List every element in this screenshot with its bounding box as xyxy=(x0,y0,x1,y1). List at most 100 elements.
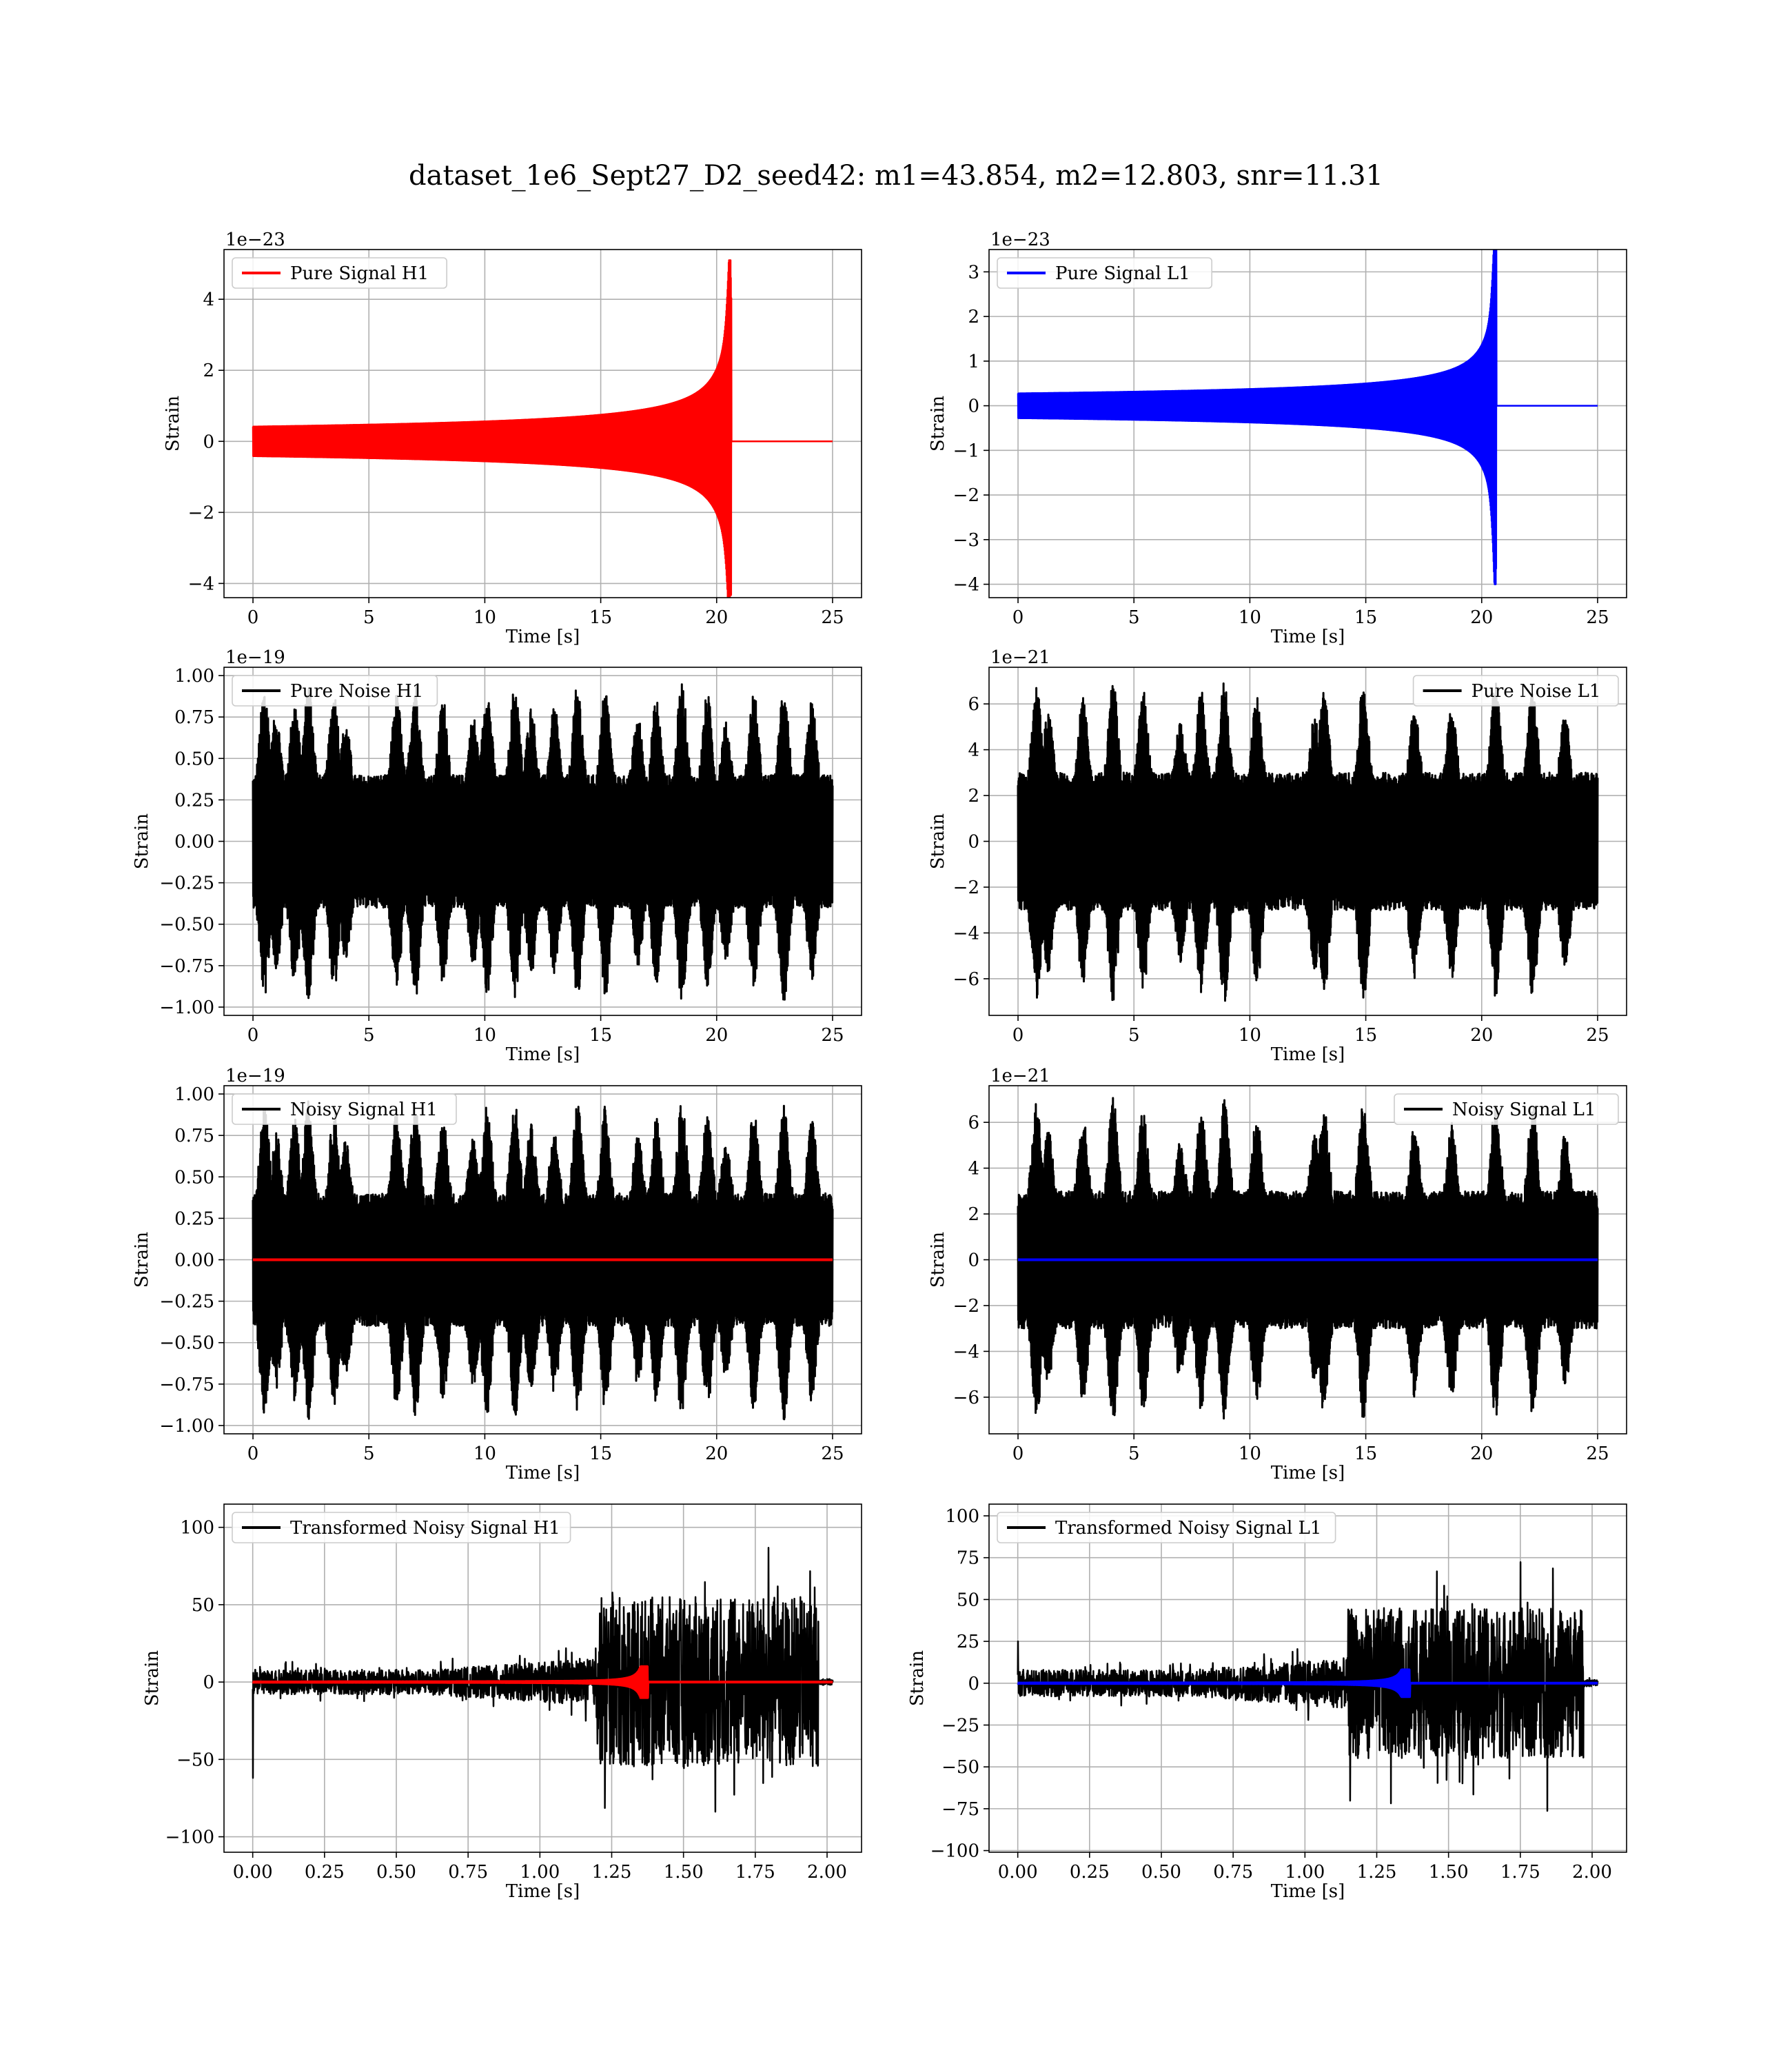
series-line-pure-signal-l1 xyxy=(1017,250,1598,585)
legend: Noisy Signal H1 xyxy=(232,1093,457,1125)
x-tick-label: 25 xyxy=(821,607,844,628)
y-tick-label: −3 xyxy=(953,530,979,551)
series-line-pure-signal-h1 xyxy=(252,259,833,598)
x-tick-label: 1.75 xyxy=(1500,1862,1540,1883)
y-tick-label: 6 xyxy=(968,1113,979,1133)
legend-entry: Pure Noise H1 xyxy=(290,681,423,702)
y-axis-label: Strain xyxy=(163,396,183,452)
x-tick-label: 1.00 xyxy=(520,1862,560,1883)
x-axis-label: Time [s] xyxy=(1271,627,1345,647)
y-tick-label: 0 xyxy=(968,396,979,417)
series-line-noisy-signal-h1 xyxy=(252,1100,834,1421)
x-tick-label: 20 xyxy=(1470,1443,1493,1464)
x-tick-label: 15 xyxy=(1354,1443,1377,1464)
panel-transformed-noisy-signal-l1: 0.00 0.25 0.50 0.75 1.00 1.25 1.50 1.75 2.00 −100… xyxy=(907,1503,1627,1902)
y-tick-label: −4 xyxy=(953,1341,979,1362)
y-tick-label: 0.00 xyxy=(174,832,214,853)
y-tick-label: 0.25 xyxy=(174,1208,214,1229)
panel-transformed-noisy-signal-h1: 0.00 0.25 0.50 0.75 1.00 1.25 1.50 1.75 2.00 −100… xyxy=(142,1503,862,1902)
y-tick-label: −2 xyxy=(953,878,979,898)
panel-noisy-signal-h1: 0 5 10 15 20 25 −1.00 −0.75 −0.50 −0.25 0.00 0.25 0.… xyxy=(132,1066,862,1483)
x-tick-label: 2.00 xyxy=(807,1862,847,1883)
x-tick-label: 0.75 xyxy=(448,1862,488,1883)
x-tick-label: 1.00 xyxy=(1285,1862,1325,1883)
y-tick-label: 25 xyxy=(957,1632,979,1652)
x-tick-label: 5 xyxy=(363,1443,375,1464)
legend: Pure Noise L1 xyxy=(1412,675,1619,707)
series-line-transformed-noisy-signal-h1 xyxy=(252,1547,834,1813)
y-tick-label: 100 xyxy=(945,1506,979,1527)
y-tick-label: 0.50 xyxy=(174,1167,214,1188)
x-tick-label: 20 xyxy=(1470,607,1493,628)
series-group xyxy=(1017,1561,1599,1812)
legend-box xyxy=(232,1093,457,1125)
x-tick-label: 5 xyxy=(363,1025,375,1046)
x-tick-label: 15 xyxy=(1354,1025,1377,1046)
offset-label: 1e−23 xyxy=(225,230,285,250)
y-tick-label: −2 xyxy=(953,485,979,506)
legend: Pure Signal L1 xyxy=(997,257,1213,289)
x-tick-label: 1.50 xyxy=(664,1862,704,1883)
series-group xyxy=(252,259,833,598)
y-axis-label: Strain xyxy=(928,396,948,452)
x-axis-label: Time [s] xyxy=(506,1044,580,1065)
legend: Pure Signal H1 xyxy=(232,257,448,289)
x-tick-label: 0.00 xyxy=(998,1862,1038,1883)
x-axis-label: Time [s] xyxy=(506,1463,580,1483)
y-axis-label: Strain xyxy=(132,813,152,870)
x-tick-label: 0 xyxy=(247,1025,259,1046)
x-tick-label: 10 xyxy=(474,607,496,628)
x-tick-label: 0 xyxy=(247,1443,259,1464)
y-tick-label: 4 xyxy=(203,290,214,310)
x-tick-label: 1.25 xyxy=(592,1862,632,1883)
y-tick-label: −0.50 xyxy=(159,915,214,935)
x-tick-label: 25 xyxy=(821,1443,844,1464)
legend: Pure Noise H1 xyxy=(232,675,438,707)
y-tick-label: 2 xyxy=(968,307,979,327)
offset-label: 1e−21 xyxy=(990,647,1050,668)
y-tick-label: −100 xyxy=(930,1841,979,1862)
y-tick-label: 0.25 xyxy=(174,790,214,811)
x-tick-label: 25 xyxy=(1586,1443,1609,1464)
y-tick-label: −50 xyxy=(176,1750,214,1770)
x-tick-label: 0.25 xyxy=(305,1862,345,1883)
y-tick-label: 1.00 xyxy=(174,666,214,687)
legend-entry: Pure Signal L1 xyxy=(1055,263,1190,284)
y-tick-label: 1.00 xyxy=(174,1084,214,1105)
x-tick-label: 0 xyxy=(1012,1025,1024,1046)
legend-entry: Transformed Noisy Signal L1 xyxy=(1055,1518,1321,1539)
series-line-pure-noise-h1 xyxy=(252,683,834,1001)
x-tick-label: 20 xyxy=(705,607,728,628)
panel-pure-signal-h1: 0 5 10 15 20 25 −4 −2 0 2 4 Time [s] Strain 1e−23Pure… xyxy=(163,230,862,647)
x-tick-label: 10 xyxy=(1239,607,1261,628)
series-line-noisy-signal-l1 xyxy=(1017,1097,1599,1420)
panel-noisy-signal-l1: 0 5 10 15 20 25 −6 −4 −2 0 2 4 6 Time [s] Strain 1e−21 N… xyxy=(928,1066,1627,1483)
x-tick-label: 0.00 xyxy=(233,1862,273,1883)
y-tick-label: 2 xyxy=(968,1204,979,1225)
y-tick-label: 0 xyxy=(968,1674,979,1694)
offset-label: 1e−19 xyxy=(225,1066,285,1086)
offset-label: 1e−19 xyxy=(225,647,285,668)
legend-entry: Transformed Noisy Signal H1 xyxy=(290,1518,560,1539)
x-tick-label: 20 xyxy=(705,1443,728,1464)
y-tick-label: −1 xyxy=(953,440,979,461)
y-tick-label: −50 xyxy=(941,1757,979,1778)
x-tick-label: 0 xyxy=(1012,607,1024,628)
legend-entry: Pure Noise L1 xyxy=(1472,681,1601,702)
x-tick-label: 0.50 xyxy=(376,1862,416,1883)
y-tick-label: −6 xyxy=(953,1388,979,1408)
y-tick-label: −0.75 xyxy=(159,956,214,977)
x-tick-label: 25 xyxy=(1586,1025,1609,1046)
legend-box xyxy=(997,257,1213,289)
y-tick-label: 0.00 xyxy=(174,1250,214,1271)
y-tick-label: 2 xyxy=(968,786,979,807)
y-tick-label: 1 xyxy=(968,352,979,372)
y-tick-label: −25 xyxy=(941,1715,979,1736)
x-tick-label: 20 xyxy=(705,1025,728,1046)
y-tick-label: −1.00 xyxy=(159,1416,214,1437)
y-tick-label: 4 xyxy=(968,1159,979,1179)
legend-box xyxy=(232,257,448,289)
y-tick-label: 0.75 xyxy=(174,707,214,728)
